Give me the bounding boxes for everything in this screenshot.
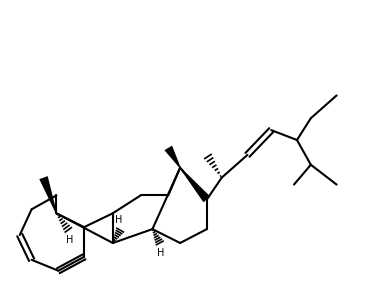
Polygon shape — [39, 176, 57, 213]
Text: H: H — [115, 215, 123, 225]
Polygon shape — [180, 167, 210, 202]
Text: H: H — [66, 235, 73, 245]
Text: H: H — [157, 248, 164, 258]
Polygon shape — [165, 146, 181, 168]
